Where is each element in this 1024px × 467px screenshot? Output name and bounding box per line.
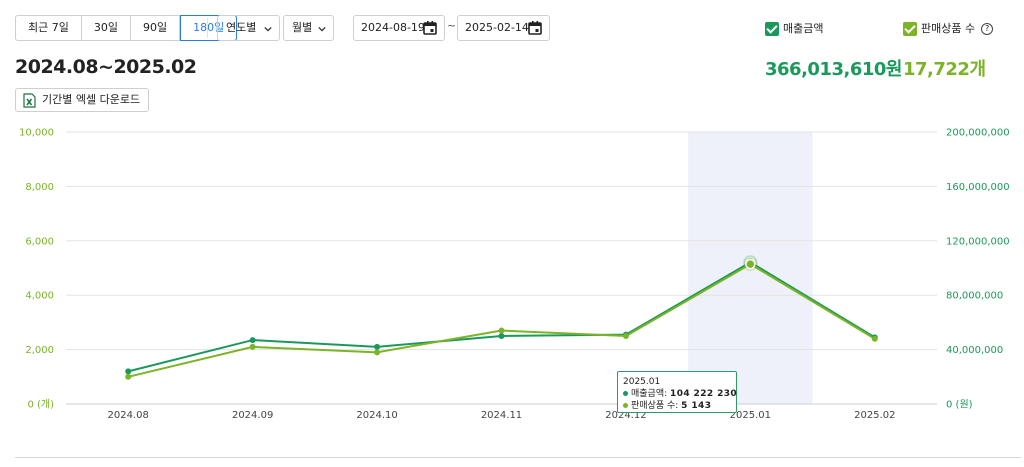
- x-axis-tick-label: 2024.12: [605, 410, 646, 421]
- x-axis-tick-label: 2024.11: [481, 410, 522, 421]
- range-90d-button[interactable]: 90일: [131, 16, 181, 40]
- right-axis-tick-label: 0 (원): [946, 399, 973, 411]
- data-point: [498, 327, 505, 334]
- data-point: [249, 343, 256, 350]
- x-axis-tick-label: 2024.10: [356, 410, 397, 421]
- range-segmented-control: 최근 7일 30일 90일 180일: [15, 15, 238, 41]
- period-title: 2024.08~2025.02: [15, 56, 197, 78]
- end-date-field[interactable]: 2025-02-14: [457, 15, 550, 41]
- items-series-toggle[interactable]: 판매상품 수 ?: [903, 21, 994, 37]
- range-7d-button[interactable]: 최근 7일: [16, 16, 82, 40]
- tooltip-items-row: 판매상품 수: 5 143: [623, 400, 731, 412]
- left-axis-tick-label: 10,000: [19, 128, 54, 139]
- left-axis-tick-label: 2,000: [25, 345, 54, 356]
- checkbox-checked-icon[interactable]: [765, 22, 779, 36]
- year-select-label: 연도별: [226, 21, 257, 34]
- data-point: [871, 335, 878, 342]
- data-point: [125, 368, 132, 375]
- calendar-icon[interactable]: [422, 20, 438, 36]
- excel-file-icon: [23, 93, 36, 108]
- left-axis-tick-label: 0 (개): [27, 399, 54, 411]
- x-axis-tick-label: 2025.02: [854, 410, 895, 421]
- start-date-value: 2024-08-19: [361, 21, 425, 34]
- divider: [207, 18, 208, 38]
- range-180d-button[interactable]: 180일: [180, 15, 238, 41]
- total-sales-value: 366,013,610원: [765, 59, 902, 80]
- left-axis-tick-label: 6,000: [25, 236, 54, 247]
- x-axis-tick-label: 2024.09: [232, 410, 273, 421]
- right-axis-tick-label: 120,000,000: [946, 236, 1010, 247]
- tooltip-sales-value: 104 222 230: [670, 389, 738, 399]
- items-series-label: 판매상품 수: [921, 22, 976, 35]
- calendar-icon[interactable]: [527, 20, 543, 36]
- chevron-down-icon: [264, 26, 272, 32]
- right-axis-tick-label: 40,000,000: [946, 345, 1003, 356]
- chart-tooltip: 2025.01 매출금액: 104 222 230 판매상품 수: 5 143: [617, 371, 737, 413]
- data-point: [374, 349, 381, 356]
- help-icon[interactable]: ?: [981, 23, 994, 35]
- section-divider: [15, 457, 1021, 458]
- right-axis-tick-label: 160,000,000: [946, 182, 1010, 193]
- start-date-field[interactable]: 2024-08-19: [353, 15, 445, 41]
- tooltip-sales-label: 매출금액:: [631, 389, 668, 399]
- excel-download-button[interactable]: 기간별 엑셀 다운로드: [15, 88, 150, 112]
- tooltip-sales-row: 매출금액: 104 222 230: [623, 388, 737, 400]
- data-point: [249, 337, 256, 344]
- sales-series-label: 매출금액: [783, 22, 824, 35]
- sales-dot-icon: [623, 391, 628, 396]
- range-30d-button[interactable]: 30일: [82, 16, 131, 40]
- data-point: [745, 258, 756, 270]
- sales-series-toggle[interactable]: 매출금액: [765, 21, 823, 37]
- data-point: [498, 333, 505, 339]
- right-axis-tick-label: 200,000,000: [946, 128, 1010, 139]
- x-axis-tick-label: 2024.08: [108, 410, 149, 421]
- items-dot-icon: [623, 403, 628, 408]
- month-select-label: 월별: [292, 21, 313, 34]
- year-select[interactable]: 연도별: [217, 15, 280, 41]
- data-point: [374, 343, 381, 350]
- end-date-value: 2025-02-14: [465, 21, 529, 34]
- tooltip-title: 2025.01: [623, 377, 661, 387]
- x-axis-tick-label: 2025.01: [730, 410, 771, 421]
- data-point: [125, 373, 132, 380]
- data-point: [622, 333, 629, 339]
- tooltip-items-value: 5 143: [681, 401, 712, 411]
- checkbox-checked-icon[interactable]: [903, 22, 917, 36]
- chevron-down-icon: [318, 26, 326, 32]
- left-axis-tick-label: 4,000: [25, 291, 54, 302]
- excel-download-label: 기간별 엑셀 다운로드: [42, 93, 141, 106]
- right-axis-tick-label: 80,000,000: [946, 291, 1003, 302]
- left-axis-tick-label: 8,000: [25, 182, 54, 193]
- total-items-value: 17,722개: [903, 59, 986, 80]
- tooltip-items-label: 판매상품 수:: [631, 401, 679, 411]
- date-range-separator: ~: [447, 19, 457, 32]
- month-select[interactable]: 월별: [283, 15, 334, 41]
